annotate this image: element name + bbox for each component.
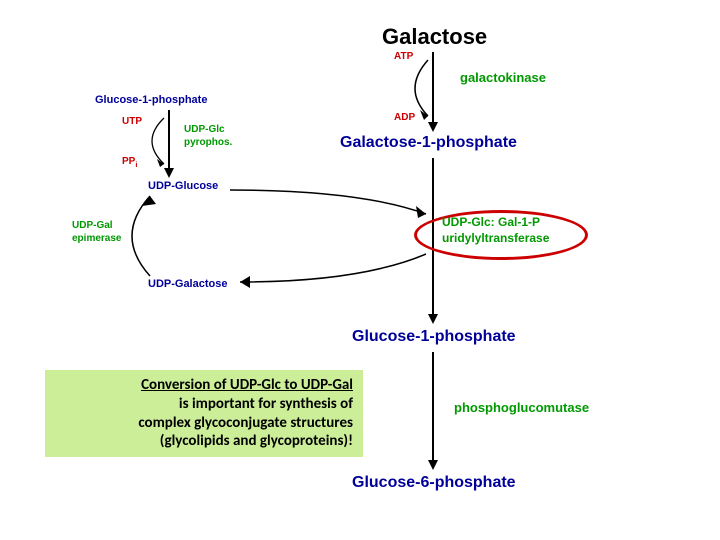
enzyme-phosphoglucomutase: phosphoglucomutase: [454, 400, 589, 415]
callout-line3: complex glycoconjugate structures: [55, 414, 353, 433]
arrowhead-glc1p-to-glc6p: [428, 460, 438, 470]
enzyme-udpglc-pyrophos-line1: UDP-Glc: [184, 124, 225, 135]
callout-line1: Conversion of UDP-Glc to UDP-Gal: [55, 376, 353, 395]
callout-box: Conversion of UDP-Glc to UDP-Gal is impo…: [45, 370, 363, 457]
cofactor-adp: ADP: [394, 112, 415, 123]
enzyme-uridylyltransferase-line1: UDP-Glc: Gal-1-P: [442, 215, 540, 229]
cofactor-pp-text: PP: [122, 156, 135, 167]
cycle-svg: [120, 178, 440, 298]
enzyme-galactokinase: galactokinase: [460, 70, 546, 85]
cofactor-atp: ATP: [394, 51, 413, 62]
metabolite-glc1p: Glucose-1-phosphate: [352, 328, 516, 346]
cofactor-ppi: PPi: [122, 156, 137, 169]
metabolite-glc6p: Glucose-6-phosphate: [352, 474, 516, 492]
title-galactose: Galactose: [382, 24, 487, 50]
side-glc1p: Glucose-1-phosphate: [95, 94, 207, 106]
arrowhead-gal1p-to-glc1p: [428, 314, 438, 324]
metabolite-gal1p: Galactose-1-phosphate: [340, 134, 517, 152]
enzyme-uridylyltransferase-line2: uridylyltransferase: [442, 231, 549, 245]
enzyme-udpglc-pyrophos-line2: pyrophos.: [184, 137, 232, 148]
cofactor-pp-sub: i: [135, 160, 137, 169]
enzyme-udpgal-epimerase-line1: UDP-Gal: [72, 220, 113, 231]
callout-line4: (glycolipids and glycoproteins)!: [55, 432, 353, 451]
cofactor-utp: UTP: [122, 116, 142, 127]
arrow-glc1p-to-glc6p: [432, 352, 434, 462]
callout-line2: is important for synthesis of: [55, 395, 353, 414]
enzyme-udpgal-epimerase-line2: epimerase: [72, 233, 121, 244]
